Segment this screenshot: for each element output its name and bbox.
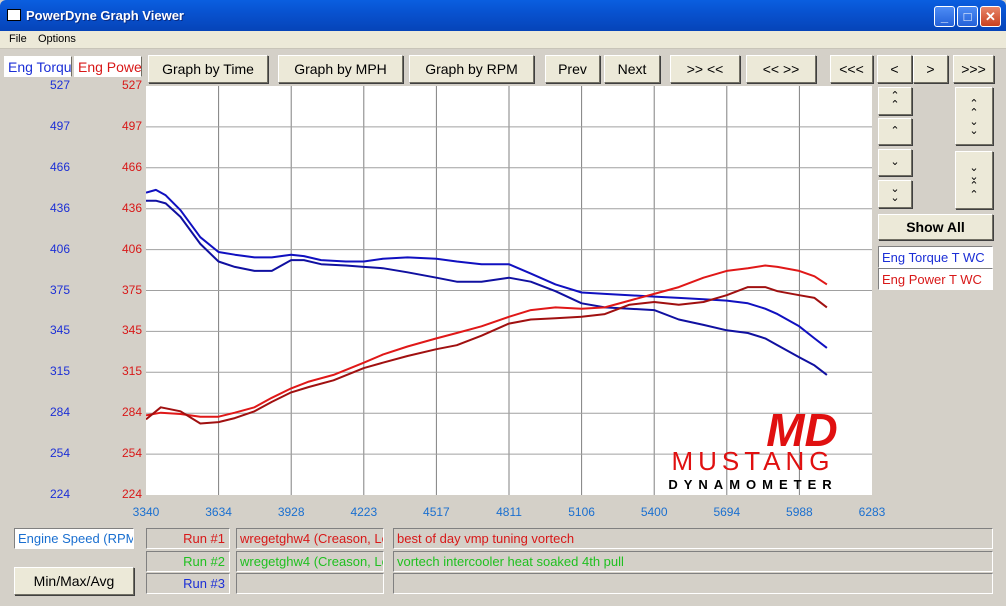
close-button[interactable]: ✕ — [980, 6, 1001, 27]
compress-vertical-icon: ⌄ ⌄ ⌃ ⌃ — [969, 162, 979, 201]
menu-bar — [0, 31, 1006, 49]
x-tick-label: 6283 — [858, 505, 886, 519]
x-channel-field[interactable]: Engine Speed (RPM) — [14, 528, 134, 549]
x-tick-label: 5400 — [640, 505, 668, 519]
y-left-tick-label: 224 — [49, 487, 70, 501]
down-icon: ⌄ — [890, 156, 900, 168]
min-max-avg-button[interactable]: Min/Max/Avg — [14, 567, 134, 595]
maximize-button[interactable]: □ — [957, 6, 978, 27]
chart-series — [146, 188, 828, 425]
y-right-tick-label: 466 — [121, 159, 142, 174]
scroll-left-button[interactable]: < — [877, 55, 912, 83]
zoom-in-button[interactable]: >> << — [670, 55, 740, 83]
legend-torque[interactable]: Eng Torque T WC — [878, 246, 993, 268]
y-left-tick-label: 345 — [49, 323, 70, 338]
y-left-tick-label: 436 — [49, 200, 70, 215]
dyno-chart[interactable]: MD MUSTANG DYNAMOMETER — [146, 86, 872, 495]
y-left-tick-label: 497 — [49, 118, 70, 133]
run-2-file[interactable]: wregetghw4 (Creason, Lee) — [236, 551, 384, 572]
chart-gridlines — [146, 86, 872, 495]
menu-options[interactable]: Options — [38, 33, 76, 45]
tab-torque-axis[interactable]: Eng Torque — [4, 56, 72, 77]
window-title: PowerDyne Graph Viewer — [26, 8, 184, 23]
run-3-note[interactable] — [393, 573, 993, 594]
torque-series-line-1 — [146, 188, 828, 349]
run-1-file[interactable]: wregetghw4 (Creason, Lee) — [236, 528, 384, 549]
show-all-button[interactable]: Show All — [878, 214, 993, 240]
run-2-label: Run #2 — [146, 551, 230, 572]
x-tick-label: 3340 — [132, 505, 160, 519]
scroll-right-button[interactable]: > — [913, 55, 948, 83]
next-button[interactable]: Next — [604, 55, 660, 83]
double-down-icon: ⌄ ⌄ — [890, 183, 900, 204]
scroll-top-button[interactable]: ⌃ ⌃ — [878, 87, 912, 115]
y-right-tick-label: 345 — [121, 323, 142, 338]
y-left-tick-label: 375 — [49, 282, 70, 297]
graph-by-rpm-button[interactable]: Graph by RPM — [409, 55, 534, 83]
y-right-tick-label: 254 — [121, 446, 142, 461]
prev-button[interactable]: Prev — [545, 55, 600, 83]
double-up-icon: ⌃ ⌃ — [890, 90, 900, 111]
scroll-first-button[interactable]: <<< — [830, 55, 873, 83]
x-tick-label: 4223 — [350, 505, 378, 519]
y-right-tick-label: 497 — [121, 118, 142, 133]
zoom-vertical-out-button[interactable]: ⌃ ⌃ ⌄ ⌄ — [955, 87, 993, 145]
zoom-out-button[interactable]: << >> — [746, 55, 816, 83]
graph-by-time-button[interactable]: Graph by Time — [148, 55, 268, 83]
run-1-label: Run #1 — [146, 528, 230, 549]
y-right-tick-label: 527 — [121, 78, 142, 92]
logo-word-dynamometer: DYNAMOMETER — [668, 477, 837, 492]
x-tick-label: 4811 — [496, 505, 522, 519]
y-left-tick-label: 254 — [49, 446, 70, 461]
y-left-tick-label: 284 — [49, 405, 70, 420]
run-2-note[interactable]: vortech intercooler heat soaked 4th pull — [393, 551, 993, 572]
scroll-last-button[interactable]: >>> — [953, 55, 994, 83]
x-tick-label: 4517 — [423, 505, 450, 519]
scroll-up-button[interactable]: ⌃ — [878, 118, 912, 145]
y-right-tick-label: 436 — [121, 200, 142, 215]
x-tick-label: 5988 — [786, 505, 813, 519]
legend-power[interactable]: Eng Power T WC — [878, 268, 993, 290]
scroll-down-button[interactable]: ⌄ — [878, 149, 912, 176]
mustang-dynamometer-logo: MD MUSTANG DYNAMOMETER — [668, 404, 837, 492]
x-tick-label: 3928 — [277, 505, 305, 519]
power-series-line-4 — [146, 286, 828, 425]
title-bar — [0, 0, 1006, 31]
y-left-tick-label: 527 — [49, 78, 70, 92]
y-right-tick-label: 315 — [121, 364, 142, 379]
y-left-tick-label: 315 — [49, 364, 70, 379]
graph-by-mph-button[interactable]: Graph by MPH — [278, 55, 403, 83]
y-right-tick-label: 406 — [121, 241, 142, 256]
menu-file[interactable]: File — [9, 33, 27, 45]
zoom-vertical-in-button[interactable]: ⌄ ⌄ ⌃ ⌃ — [955, 151, 993, 209]
torque-series-line-2 — [146, 199, 828, 376]
y-right-tick-label: 224 — [121, 487, 142, 501]
scroll-bottom-button[interactable]: ⌄ ⌄ — [878, 180, 912, 208]
minimize-button[interactable]: _ — [934, 6, 955, 27]
logo-word-mustang: MUSTANG — [671, 446, 834, 476]
expand-vertical-icon: ⌃ ⌃ ⌄ ⌄ — [969, 98, 979, 137]
x-tick-label: 5106 — [568, 505, 595, 519]
power-series-line-3 — [146, 264, 828, 418]
logo-mark: MD — [766, 404, 838, 456]
x-tick-label: 5694 — [713, 505, 741, 519]
run-1-note[interactable]: best of day vmp tuning vortech — [393, 528, 993, 549]
run-3-label: Run #3 — [146, 573, 230, 594]
y-left-tick-label: 466 — [49, 159, 70, 174]
y-left-tick-label: 406 — [49, 241, 70, 256]
up-icon: ⌃ — [890, 125, 900, 137]
tab-power-axis[interactable]: Eng Power — [74, 56, 142, 77]
app-icon[interactable] — [7, 9, 21, 21]
y-right-tick-label: 284 — [121, 405, 142, 420]
run-3-file[interactable] — [236, 573, 384, 594]
x-tick-label: 3634 — [205, 505, 232, 519]
y-right-tick-label: 375 — [121, 282, 142, 297]
